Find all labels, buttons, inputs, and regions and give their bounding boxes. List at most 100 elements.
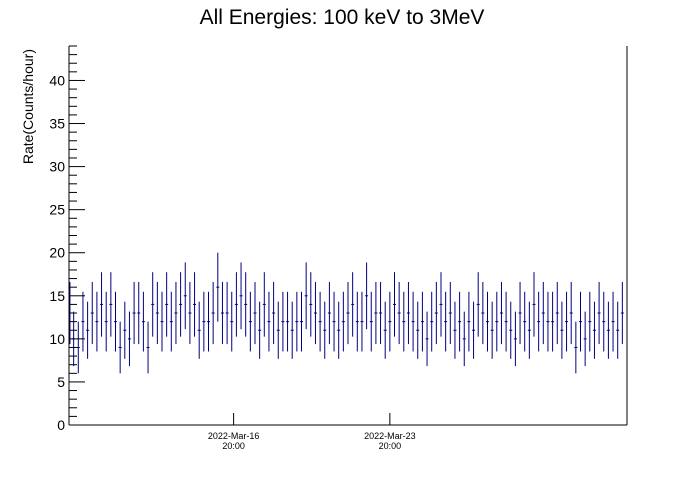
y-tick-label: 40 <box>49 72 65 88</box>
data-point <box>379 281 383 345</box>
data-point <box>537 291 541 352</box>
data-point <box>327 281 331 345</box>
data-point <box>602 291 606 352</box>
data-point <box>355 291 359 352</box>
data-point <box>193 272 197 337</box>
data-point <box>127 311 131 367</box>
data-point <box>583 311 587 367</box>
data-point <box>499 281 503 345</box>
data-point <box>276 301 280 359</box>
x-tick-date: 2022-Mar-16 <box>208 431 260 441</box>
y-tick-label: 20 <box>49 245 65 261</box>
data-point <box>402 291 406 352</box>
data-point <box>109 272 113 337</box>
data-point <box>165 272 169 337</box>
data-point <box>155 281 159 345</box>
y-tick-label: 30 <box>49 159 65 175</box>
data-point <box>230 291 234 352</box>
y-tick-label: 15 <box>49 288 65 304</box>
data-point <box>137 281 141 345</box>
data-point <box>560 301 564 359</box>
data-point <box>248 291 252 352</box>
data-point <box>611 291 615 352</box>
data-point <box>202 291 206 352</box>
data-point <box>606 301 610 359</box>
data-point <box>262 272 266 337</box>
data-point <box>551 291 555 352</box>
data-point <box>341 291 345 352</box>
axes-layer <box>68 45 628 426</box>
data-point <box>588 291 592 352</box>
y-tick-label: 5 <box>57 374 65 390</box>
data-point <box>476 272 480 337</box>
data-point <box>620 281 624 345</box>
data-point <box>481 281 485 345</box>
data-point <box>411 291 415 352</box>
data-point <box>239 262 243 330</box>
data-point <box>332 291 336 352</box>
data-point <box>244 272 248 337</box>
data-point <box>174 281 178 345</box>
data-point <box>458 291 462 352</box>
data-point <box>281 291 285 352</box>
data-point <box>388 291 392 352</box>
data-point <box>397 281 401 345</box>
data-point <box>114 291 117 352</box>
data-point <box>272 281 276 345</box>
data-point <box>565 291 569 352</box>
data-point <box>313 281 317 345</box>
data-point <box>90 281 94 345</box>
x-tick-time: 20:00 <box>379 441 402 451</box>
data-point <box>123 301 127 359</box>
data-point <box>104 291 108 352</box>
data-point <box>453 301 457 359</box>
y-axis-label: Rate(Counts/hour) <box>20 49 36 164</box>
data-point <box>290 301 294 359</box>
data-point <box>151 272 155 337</box>
data-point <box>169 291 173 352</box>
chart-title: All Energies: 100 keV to 3MeV <box>200 6 485 29</box>
data-point <box>555 281 559 345</box>
data-point <box>541 281 545 345</box>
data-point <box>188 281 192 345</box>
data-point <box>393 272 396 337</box>
data-point <box>430 291 434 352</box>
data-point <box>309 272 313 337</box>
data-point <box>592 301 596 359</box>
y-tick-label: 0 <box>57 417 65 433</box>
data-point <box>346 281 350 345</box>
data-point <box>518 281 522 345</box>
data-point <box>579 291 582 352</box>
data-point <box>383 301 387 359</box>
data-layer <box>68 252 624 374</box>
data-point <box>216 252 220 322</box>
data-point <box>448 281 452 345</box>
data-point <box>183 262 187 330</box>
data-point <box>472 301 476 359</box>
data-point <box>95 291 99 352</box>
data-point <box>365 262 369 330</box>
data-point <box>146 321 150 374</box>
data-point <box>434 281 438 345</box>
data-point <box>118 321 122 374</box>
data-point <box>304 262 308 330</box>
data-point <box>360 291 364 352</box>
data-point <box>374 281 378 345</box>
data-point <box>300 291 303 352</box>
data-point <box>267 291 271 352</box>
data-point <box>495 291 499 352</box>
data-point <box>616 301 620 359</box>
data-point <box>337 301 341 359</box>
data-point <box>406 281 410 345</box>
data-point <box>160 291 164 352</box>
data-point <box>323 301 327 359</box>
data-point <box>486 291 489 352</box>
data-point <box>81 291 85 352</box>
data-point <box>211 281 215 345</box>
data-point <box>258 301 262 359</box>
y-tick-label: 10 <box>49 331 65 347</box>
data-point <box>416 301 420 359</box>
data-point <box>141 291 145 352</box>
data-point <box>318 291 322 352</box>
